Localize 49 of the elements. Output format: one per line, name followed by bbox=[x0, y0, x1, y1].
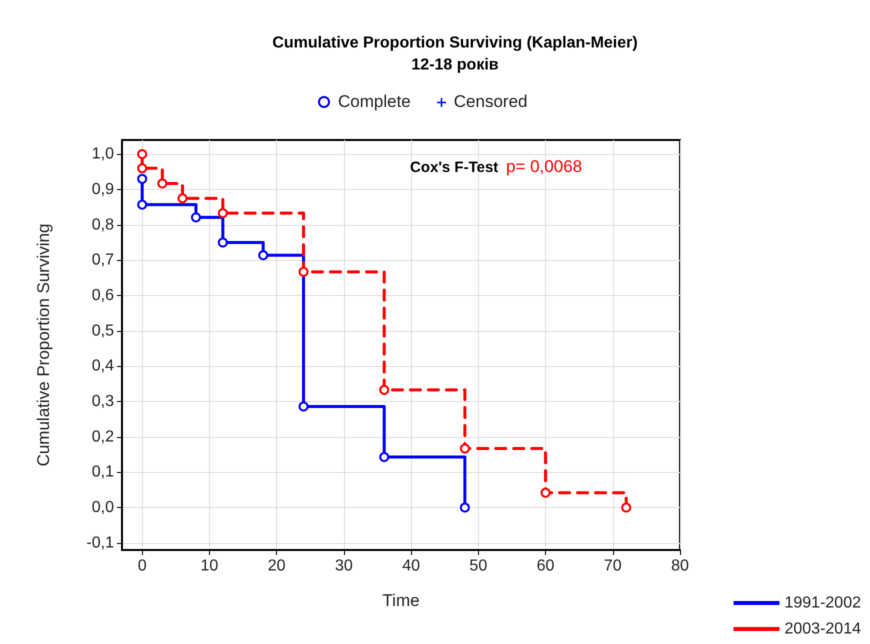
point bbox=[540, 488, 551, 498]
x-tick-label: 50 bbox=[469, 558, 488, 574]
text: Complete bbox=[338, 92, 411, 112]
y-tick-label: 0,1 bbox=[92, 464, 114, 481]
legend-label: 1991-2002 bbox=[784, 594, 862, 612]
x-tick-label: 30 bbox=[334, 558, 353, 574]
point bbox=[137, 174, 148, 184]
x-axis-title: Time bbox=[382, 591, 420, 610]
y-tick-label: 0,0 bbox=[92, 499, 114, 516]
y-axis-title: Cumulative Proportion Surviving bbox=[34, 224, 53, 466]
legend-label: 2003-2014 bbox=[784, 620, 862, 638]
point bbox=[621, 502, 632, 513]
x-tick-label: 70 bbox=[604, 558, 622, 574]
y-tick-label: 0,3 bbox=[92, 393, 114, 410]
y-tick-label: 0,2 bbox=[92, 428, 114, 446]
x-tick-label: 10 bbox=[200, 558, 218, 574]
x-tick-label: 80 bbox=[671, 558, 689, 574]
point bbox=[298, 402, 309, 412]
chart-subtitle: 12-18 років bbox=[411, 56, 499, 74]
text: Censored bbox=[454, 92, 528, 112]
x-tick-label: 60 bbox=[536, 558, 555, 574]
chart-title: Cumulative Proportion Surviving (Kaplan-Meier) bbox=[272, 34, 638, 52]
point bbox=[137, 163, 148, 174]
y-tick-label: 0,9 bbox=[92, 180, 114, 198]
point bbox=[218, 208, 228, 218]
point bbox=[190, 212, 201, 222]
point bbox=[157, 178, 168, 188]
x-tick-label: 20 bbox=[268, 558, 286, 574]
y-tick-label: 0,8 bbox=[92, 216, 114, 234]
point bbox=[460, 444, 470, 454]
point bbox=[178, 193, 188, 204]
point bbox=[258, 250, 268, 260]
y-tick-label: 1,0 bbox=[92, 146, 114, 163]
y-tick-label: 0,5 bbox=[92, 322, 114, 340]
point bbox=[460, 502, 470, 513]
point bbox=[218, 238, 228, 248]
annotation: p= 0,0068 bbox=[506, 157, 582, 176]
point bbox=[298, 266, 309, 277]
x-tick-label: 40 bbox=[402, 558, 420, 574]
point bbox=[137, 149, 148, 160]
y-tick-label: 0,7 bbox=[92, 252, 114, 269]
annotation: Cox's F-Test bbox=[410, 159, 498, 176]
y-tick-label: 0,4 bbox=[92, 358, 114, 375]
y-tick-label: -0,1 bbox=[86, 534, 114, 552]
y-tick-label: 0,6 bbox=[92, 287, 114, 304]
point bbox=[379, 452, 390, 462]
point bbox=[379, 384, 390, 395]
x-tick-label: 0 bbox=[138, 558, 147, 574]
point bbox=[137, 200, 148, 210]
